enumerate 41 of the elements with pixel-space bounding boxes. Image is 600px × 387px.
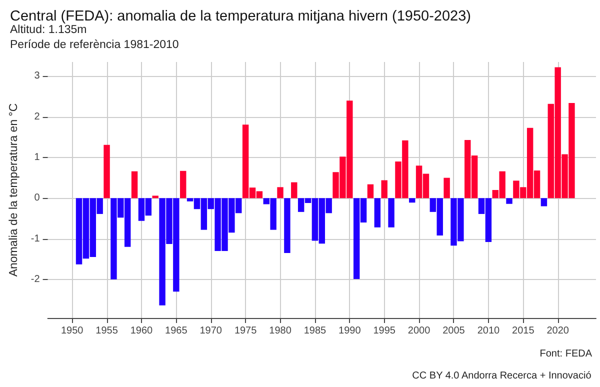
bar — [409, 198, 416, 203]
text: Font: FEDA — [540, 348, 592, 360]
bar — [277, 187, 284, 198]
x-tick-label: 1970 — [200, 326, 222, 336]
x-tick-label: 2005 — [442, 326, 466, 336]
bar — [444, 178, 450, 198]
x-tick-label: 1985 — [304, 326, 327, 336]
x-tick-label: 1965 — [165, 326, 188, 336]
bar — [291, 182, 298, 198]
bar — [388, 198, 394, 228]
x-tick-label: 1995 — [373, 326, 396, 336]
x-tick-label: 2015 — [512, 326, 535, 336]
x-tick-label: 1990 — [338, 326, 362, 336]
x-tick-label: 2020 — [546, 326, 570, 336]
x-tick-label: 1950 — [60, 326, 84, 336]
chart-subtitle: Altitud: 1.135m Període de referència 1981-2010 — [10, 24, 179, 51]
x-tick-label: 1960 — [130, 326, 154, 336]
bar — [152, 196, 158, 198]
bar — [131, 171, 138, 198]
y-tick-label: 2 — [34, 111, 40, 122]
y-tick-label: -2 — [30, 274, 40, 285]
y-tick-label: 1 — [34, 152, 40, 163]
y-tick-label: 0 — [34, 192, 40, 204]
y-tick-label: 3 — [34, 70, 40, 82]
x-tick-label: 1975 — [234, 326, 258, 336]
text: CC BY 4.0 Andorra Recerca + Innovació — [412, 370, 592, 382]
x-tick-label: 2010 — [477, 326, 500, 336]
bar — [374, 198, 381, 228]
x-tick-label: 1955 — [96, 326, 118, 336]
bar — [180, 170, 186, 198]
bar — [540, 198, 548, 206]
bar — [367, 184, 374, 198]
bar — [381, 180, 388, 198]
y-axis-title: Anomalia de la temperatura en °C — [8, 103, 20, 277]
x-tick-label: 1980 — [269, 326, 292, 336]
bar — [284, 198, 290, 253]
y-tick-label: -1 — [30, 233, 40, 244]
x-tick-label: 2000 — [408, 326, 431, 336]
bar — [506, 198, 512, 204]
chart-title: Central (FEDA): anomalia de la temperatura mitjana hivern (1950-2023) — [10, 8, 471, 24]
bar — [104, 144, 110, 198]
